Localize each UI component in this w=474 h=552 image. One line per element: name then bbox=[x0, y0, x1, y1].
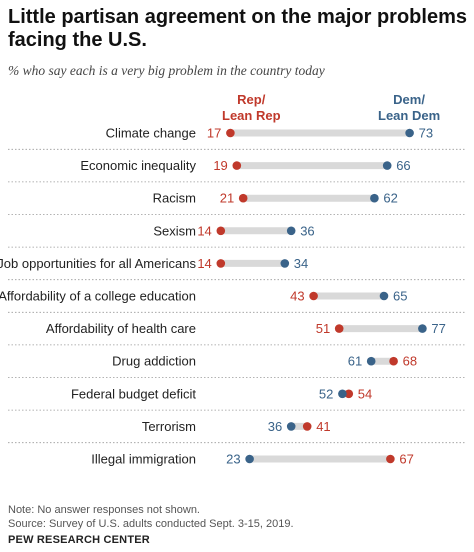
category-label: Federal budget deficit bbox=[71, 386, 196, 401]
footer-org: PEW RESEARCH CENTER bbox=[8, 534, 150, 546]
rep-dot bbox=[309, 291, 318, 301]
footer-source: Source: Survey of U.S. adults conducted … bbox=[8, 518, 294, 530]
category-label: Illegal immigration bbox=[91, 452, 196, 467]
legend-dem: Dem/ Lean Dem bbox=[378, 92, 440, 124]
category-label: Job opportunities for all Americans bbox=[0, 256, 196, 271]
rep-dot bbox=[216, 259, 226, 268]
legend-rep-line2: Lean Rep bbox=[222, 108, 281, 123]
footer-note: Note: No answer responses not shown. bbox=[8, 504, 200, 516]
rep-value-label: 41 bbox=[316, 419, 330, 434]
chart-title: Little partisan agreement on the major p… bbox=[8, 6, 467, 51]
category-label: Affordability of a college education bbox=[0, 289, 196, 304]
dem-dot bbox=[370, 193, 379, 203]
rep-value-label: 54 bbox=[358, 386, 372, 401]
legend-rep-line1: Rep/ bbox=[237, 92, 266, 107]
dem-value-label: 61 bbox=[348, 354, 362, 369]
category-label: Economic inequality bbox=[80, 158, 196, 173]
rep-dot bbox=[216, 226, 226, 236]
category-label: Climate change bbox=[106, 126, 196, 141]
dem-value-label: 65 bbox=[393, 289, 407, 304]
dem-dot bbox=[245, 454, 254, 464]
rep-dot bbox=[232, 161, 242, 170]
rep-dot bbox=[238, 193, 248, 203]
chart-subtitle: % who say each is a very big problem in … bbox=[8, 63, 325, 78]
category-label: Racism bbox=[153, 191, 196, 206]
category-label: Sexism bbox=[153, 223, 196, 238]
dem-value-label: 23 bbox=[226, 452, 240, 467]
dem-dot bbox=[405, 128, 414, 138]
dem-dot bbox=[286, 422, 296, 431]
legend-dem-line2: Lean Dem bbox=[378, 108, 441, 123]
rep-dot bbox=[344, 389, 354, 399]
dem-value-label: 36 bbox=[268, 419, 282, 434]
rep-value-label: 19 bbox=[213, 158, 227, 173]
dem-value-label: 73 bbox=[419, 126, 433, 141]
rep-value-label: 14 bbox=[197, 256, 211, 271]
legend-dem-line1: Dem/ bbox=[393, 92, 425, 107]
rep-value-label: 51 bbox=[316, 321, 330, 336]
rep-value-label: 17 bbox=[207, 126, 221, 141]
category-label: Drug addiction bbox=[112, 354, 196, 369]
legend-rep: Rep/ Lean Rep bbox=[222, 92, 281, 124]
dem-value-label: 77 bbox=[431, 321, 445, 336]
dem-dot bbox=[338, 389, 347, 399]
rep-dot bbox=[386, 454, 395, 464]
rep-dot bbox=[302, 422, 312, 431]
dem-dot bbox=[366, 356, 376, 366]
dem-value-label: 62 bbox=[383, 191, 397, 206]
dem-dot bbox=[286, 226, 296, 236]
dem-dot bbox=[280, 259, 290, 268]
dem-value-label: 52 bbox=[319, 386, 333, 401]
dem-dot bbox=[379, 291, 389, 301]
rep-value-label: 43 bbox=[290, 289, 304, 304]
rep-value-label: 14 bbox=[197, 223, 211, 238]
rep-value-label: 67 bbox=[399, 452, 413, 467]
dem-dot bbox=[418, 324, 427, 333]
footer-notes: Note: No answer responses not shown. Sou… bbox=[8, 503, 294, 531]
dem-value-label: 36 bbox=[300, 223, 314, 238]
dem-value-label: 66 bbox=[396, 158, 410, 173]
rep-value-label: 68 bbox=[403, 354, 417, 369]
category-label: Affordability of health care bbox=[46, 321, 196, 336]
rep-dot bbox=[226, 128, 235, 138]
dem-dot bbox=[382, 161, 392, 170]
rep-dot bbox=[334, 324, 344, 333]
category-label: Terrorism bbox=[142, 419, 196, 434]
rep-value-label: 21 bbox=[220, 191, 234, 206]
dem-value-label: 34 bbox=[294, 256, 308, 271]
rep-dot bbox=[389, 356, 398, 366]
